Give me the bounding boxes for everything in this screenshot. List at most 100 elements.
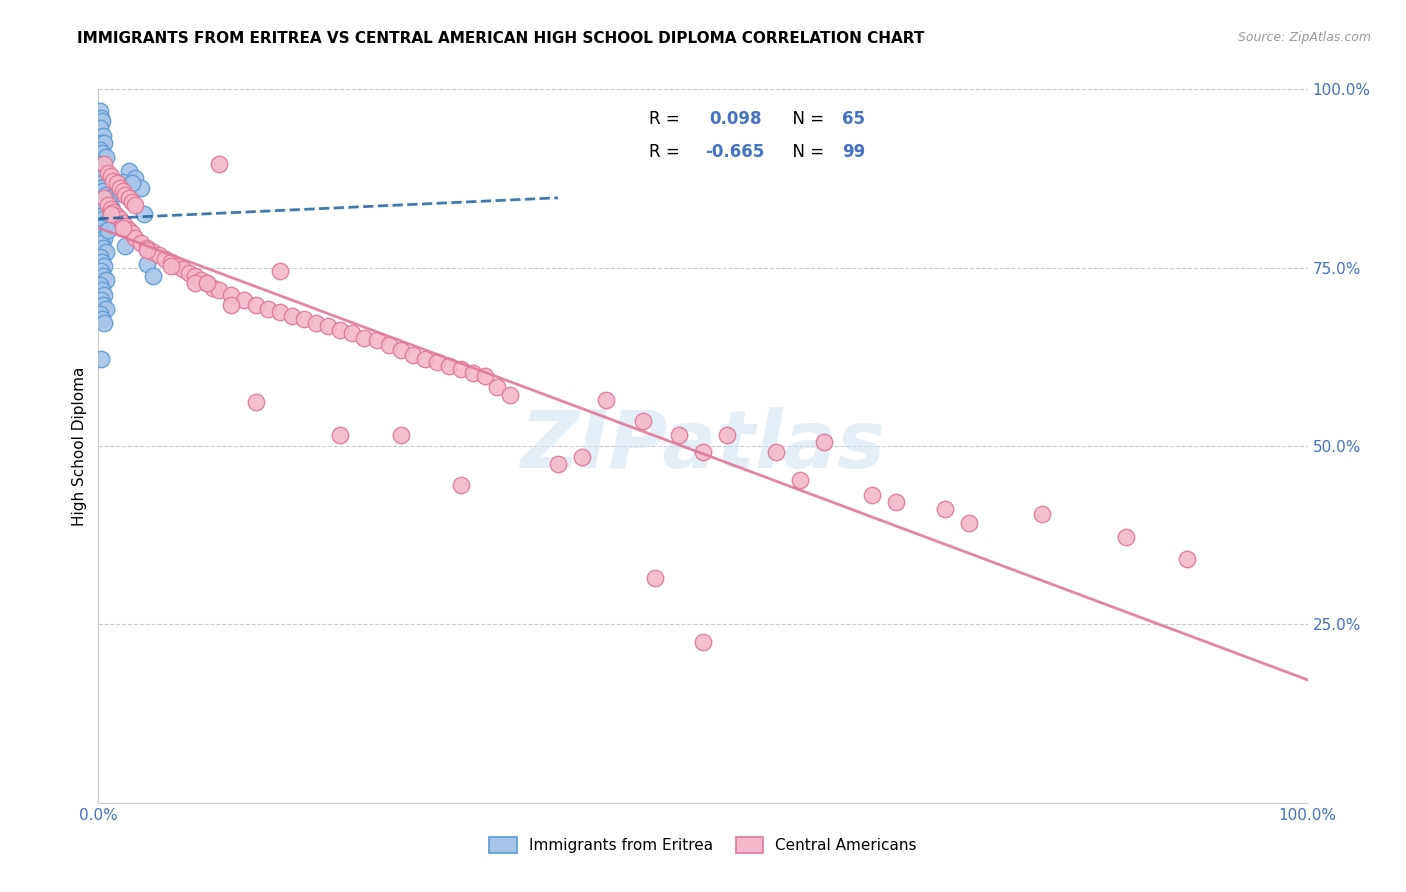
Point bbox=[1175, 551, 1198, 566]
Point bbox=[114, 219, 136, 234]
Point bbox=[305, 316, 328, 330]
Point bbox=[692, 444, 714, 458]
Point bbox=[124, 171, 146, 186]
Point bbox=[142, 244, 165, 259]
Point bbox=[93, 169, 115, 184]
Point bbox=[94, 273, 117, 287]
Point bbox=[124, 230, 146, 244]
Point bbox=[90, 351, 112, 366]
Point bbox=[934, 501, 956, 516]
Point bbox=[789, 473, 811, 487]
Point bbox=[91, 269, 114, 284]
Point bbox=[90, 136, 112, 150]
Point bbox=[208, 284, 231, 298]
Point bbox=[426, 355, 449, 369]
Point bbox=[100, 200, 122, 214]
Legend: Immigrants from Eritrea, Central Americans: Immigrants from Eritrea, Central America… bbox=[482, 831, 924, 859]
Point bbox=[96, 173, 118, 187]
Point bbox=[91, 177, 114, 191]
Point bbox=[89, 121, 111, 136]
Point bbox=[111, 175, 134, 189]
Text: Source: ZipAtlas.com: Source: ZipAtlas.com bbox=[1237, 31, 1371, 45]
Point bbox=[91, 312, 114, 326]
Point bbox=[631, 414, 654, 428]
Point bbox=[111, 184, 134, 198]
Point bbox=[98, 205, 121, 219]
Point bbox=[353, 330, 375, 344]
Point bbox=[184, 269, 207, 284]
Point bbox=[111, 216, 134, 230]
Point bbox=[91, 198, 114, 212]
Point bbox=[91, 298, 114, 312]
Point bbox=[94, 187, 117, 202]
Point bbox=[134, 207, 156, 221]
Point bbox=[90, 180, 112, 194]
Point bbox=[148, 248, 170, 262]
Point bbox=[160, 259, 183, 273]
Point bbox=[135, 241, 157, 255]
Point bbox=[90, 235, 112, 250]
Point bbox=[486, 380, 509, 394]
Point bbox=[93, 259, 115, 273]
Point bbox=[114, 239, 136, 253]
Point bbox=[135, 243, 157, 257]
Point bbox=[281, 309, 304, 323]
Text: 65: 65 bbox=[842, 111, 865, 128]
Point bbox=[97, 166, 120, 180]
Text: -0.665: -0.665 bbox=[706, 143, 765, 161]
Point bbox=[108, 184, 131, 198]
Point bbox=[93, 157, 115, 171]
Point bbox=[100, 169, 122, 184]
Point bbox=[91, 212, 114, 227]
Y-axis label: High School Diploma: High School Diploma bbox=[72, 367, 87, 525]
Point bbox=[89, 307, 111, 321]
Point bbox=[184, 277, 207, 291]
Point bbox=[91, 114, 114, 128]
Point bbox=[91, 255, 114, 269]
Point bbox=[91, 284, 114, 298]
Point bbox=[232, 293, 254, 307]
Point bbox=[129, 235, 152, 250]
Point bbox=[89, 250, 111, 264]
Point bbox=[389, 343, 412, 357]
Point bbox=[269, 305, 291, 319]
Point bbox=[91, 227, 114, 241]
Point bbox=[463, 366, 485, 380]
Point bbox=[93, 287, 115, 301]
Point bbox=[765, 444, 787, 458]
Point bbox=[89, 278, 111, 293]
Point bbox=[90, 293, 112, 307]
Point bbox=[108, 212, 131, 227]
Point bbox=[437, 359, 460, 373]
Point bbox=[316, 319, 339, 334]
Point bbox=[94, 301, 117, 316]
Point bbox=[91, 184, 114, 198]
Point bbox=[101, 205, 124, 219]
Point bbox=[105, 209, 128, 223]
Point bbox=[100, 207, 122, 221]
Point bbox=[121, 227, 143, 241]
Point bbox=[716, 428, 738, 442]
Point bbox=[886, 494, 908, 508]
Point bbox=[100, 202, 122, 216]
Point bbox=[474, 369, 496, 384]
Point bbox=[93, 136, 115, 150]
Point bbox=[107, 212, 129, 227]
Point bbox=[256, 301, 278, 316]
Point bbox=[90, 111, 112, 125]
Point bbox=[90, 157, 112, 171]
Point bbox=[860, 487, 883, 501]
Point bbox=[94, 244, 117, 259]
Point bbox=[190, 273, 212, 287]
Text: IMMIGRANTS FROM ERITREA VS CENTRAL AMERICAN HIGH SCHOOL DIPLOMA CORRELATION CHAR: IMMIGRANTS FROM ERITREA VS CENTRAL AMERI… bbox=[77, 31, 925, 46]
Point bbox=[94, 216, 117, 230]
Point bbox=[111, 221, 134, 235]
Point bbox=[377, 337, 399, 351]
Point bbox=[118, 223, 141, 237]
Point bbox=[97, 223, 120, 237]
Point bbox=[124, 198, 146, 212]
Point bbox=[121, 177, 143, 191]
Point bbox=[93, 191, 115, 205]
Point bbox=[413, 351, 436, 366]
Point bbox=[269, 264, 291, 278]
